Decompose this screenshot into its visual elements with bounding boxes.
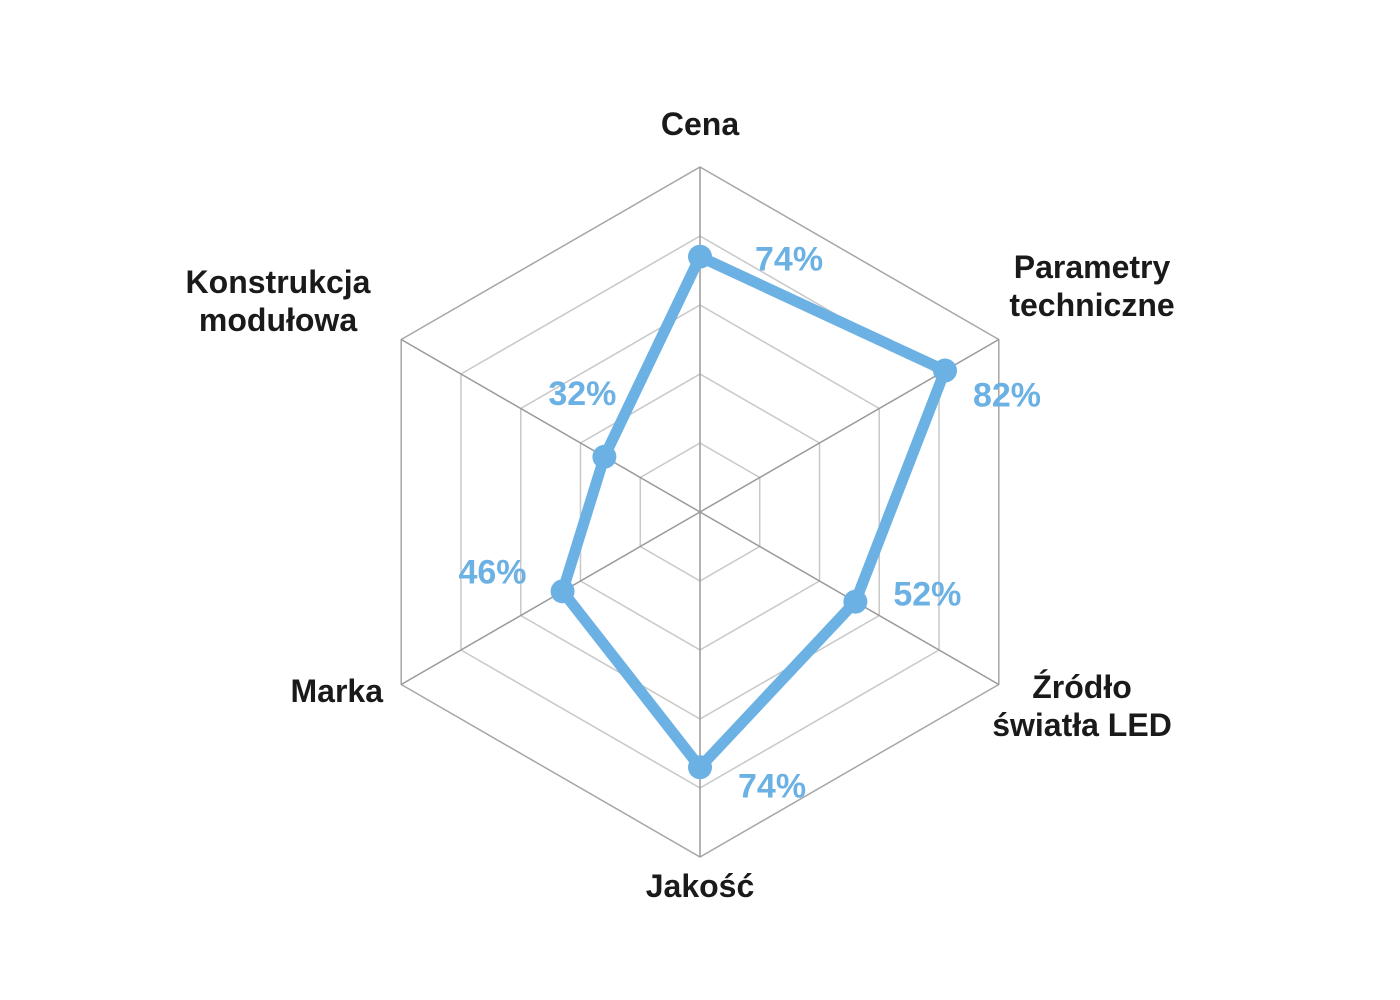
data-point-2	[932, 358, 957, 383]
value-labels: 74% 82% 52% 74% 46% 32%	[458, 241, 1041, 806]
data-point-1	[688, 244, 712, 269]
value-label-5: 46%	[458, 553, 526, 591]
category-label-3: Źródło światła LED	[992, 669, 1172, 743]
category-label-6: Konstrukcja modułowa	[186, 264, 371, 338]
data-point-4	[688, 755, 712, 780]
category-labels: Cena Parametry techniczne Źródło światła LED…	[186, 106, 1175, 904]
value-label-2: 82%	[973, 377, 1041, 415]
data-point-3	[843, 589, 868, 614]
value-label-6: 32%	[548, 375, 616, 413]
category-label-4: Jakość	[646, 868, 755, 904]
series-line	[557, 251, 951, 773]
value-label-1: 74%	[755, 241, 823, 279]
data-point-6	[592, 444, 617, 469]
axis-spoke-6	[400, 338, 701, 513]
radar-series	[550, 244, 957, 780]
category-label-2: Parametry techniczne	[1009, 249, 1174, 323]
axis-spoke-5	[400, 511, 701, 686]
category-label-1: Cena	[661, 106, 739, 142]
category-label-5: Marka	[291, 673, 384, 709]
value-label-4: 74%	[738, 767, 806, 805]
value-label-3: 52%	[893, 576, 961, 614]
data-point-5	[550, 579, 575, 604]
radar-axes	[400, 167, 1000, 857]
